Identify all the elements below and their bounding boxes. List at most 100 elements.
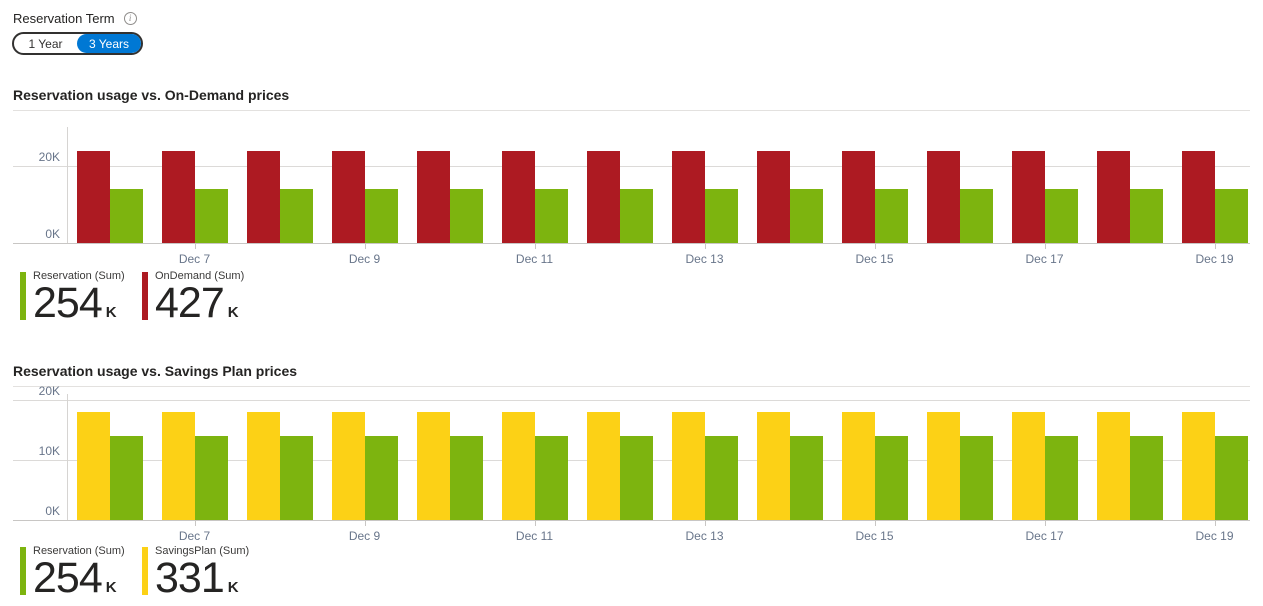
savingsplan-bar[interactable] <box>161 412 195 520</box>
ondemand-bar[interactable] <box>331 151 365 243</box>
x-axis-label: Dec 15 <box>855 529 894 543</box>
reservation-bar[interactable] <box>874 436 908 520</box>
legend-label: SavingsPlan (Sum) <box>155 545 250 557</box>
x-axis-tick <box>1044 243 1046 249</box>
reservation-term-label: Reservation Term i <box>13 11 137 26</box>
savingsplan-bar[interactable] <box>76 412 110 520</box>
reservation-bar[interactable] <box>279 189 313 243</box>
x-axis-label: Dec 9 <box>348 252 381 266</box>
savingsplan-bar[interactable] <box>756 412 790 520</box>
reservation-bar[interactable] <box>109 436 143 520</box>
reservation-bar[interactable] <box>194 436 228 520</box>
divider <box>13 110 1250 111</box>
savingsplan-bar[interactable] <box>1096 412 1130 520</box>
legend-number: 427 <box>155 279 225 327</box>
reservation-bar[interactable] <box>194 189 228 243</box>
reservation-bar[interactable] <box>619 189 653 243</box>
legend-item-savingsplan: SavingsPlan (Sum) 331 K <box>142 545 264 602</box>
savingsplan-bar[interactable] <box>1181 412 1215 520</box>
reservation-bar[interactable] <box>109 189 143 243</box>
reservation-bar[interactable] <box>364 189 398 243</box>
legend-number: 254 <box>33 554 103 602</box>
ondemand-bar[interactable] <box>841 151 875 243</box>
legend-item-reservation: Reservation (Sum) 254 K <box>20 270 142 325</box>
toggle-option-3-years[interactable]: 3 Years <box>77 34 141 53</box>
savingsplan-chart-title: Reservation usage vs. Savings Plan price… <box>13 363 298 379</box>
legend-item-ondemand: OnDemand (Sum) 427 K <box>142 270 264 327</box>
reservation-bar[interactable] <box>1214 189 1248 243</box>
info-icon[interactable]: i <box>123 12 137 25</box>
y-axis-label: 0K <box>45 504 60 518</box>
x-axis-tick <box>1044 520 1046 526</box>
x-axis-tick <box>874 520 876 526</box>
savingsplan-vs-reservation-chart: 20K 10K 0K Dec 7 Dec 9 Dec 11 Dec 13 Dec 15 Dec … <box>13 384 1250 544</box>
x-axis-tick <box>704 520 706 526</box>
savingsplan-bar[interactable] <box>926 412 960 520</box>
reservation-term-toggle[interactable]: 1 Year 3 Years <box>12 32 143 55</box>
y-axis-label: 0K <box>45 227 60 241</box>
legend-value: 254 K <box>33 282 125 325</box>
reservation-bar[interactable] <box>449 436 483 520</box>
reservation-bar[interactable] <box>364 436 398 520</box>
reservation-bar[interactable] <box>534 189 568 243</box>
ondemand-bar[interactable] <box>76 151 110 243</box>
x-axis-label: Dec 11 <box>515 252 554 266</box>
reservation-bar[interactable] <box>1044 436 1078 520</box>
reservation-bar[interactable] <box>619 436 653 520</box>
x-axis-label: Dec 13 <box>685 529 724 543</box>
reservation-bar[interactable] <box>959 436 993 520</box>
savingsplan-bar[interactable] <box>841 412 875 520</box>
reservation-bar[interactable] <box>449 189 483 243</box>
ondemand-bar[interactable] <box>246 151 280 243</box>
y-axis-line <box>67 127 68 243</box>
x-axis-tick <box>704 243 706 249</box>
ondemand-bar[interactable] <box>756 151 790 243</box>
x-axis-label: Dec 7 <box>178 252 211 266</box>
ondemand-bar[interactable] <box>1181 151 1215 243</box>
legend-unit: K <box>105 304 117 321</box>
reservation-bar[interactable] <box>789 189 823 243</box>
ondemand-bar[interactable] <box>586 151 620 243</box>
x-axis-label: Dec 7 <box>178 529 211 543</box>
legend-label: Reservation (Sum) <box>33 270 125 282</box>
reservation-bar[interactable] <box>1044 189 1078 243</box>
ondemand-bar[interactable] <box>1011 151 1045 243</box>
ondemand-chart-title: Reservation usage vs. On-Demand prices <box>13 87 290 103</box>
savingsplan-bar[interactable] <box>331 412 365 520</box>
x-axis-label: Dec 19 <box>1195 252 1234 266</box>
legend-number: 331 <box>155 554 225 602</box>
savingsplan-bar[interactable] <box>671 412 705 520</box>
x-axis-tick <box>1214 243 1216 249</box>
legend-label: Reservation (Sum) <box>33 545 125 557</box>
savingsplan-bar[interactable] <box>1011 412 1045 520</box>
x-axis-tick <box>364 243 366 249</box>
reservation-bar[interactable] <box>704 189 738 243</box>
toggle-option-1-year[interactable]: 1 Year <box>28 36 63 51</box>
reservation-bar[interactable] <box>534 436 568 520</box>
ondemand-bar[interactable] <box>161 151 195 243</box>
ondemand-bar[interactable] <box>416 151 450 243</box>
reservation-bar[interactable] <box>789 436 823 520</box>
ondemand-bar[interactable] <box>671 151 705 243</box>
reservation-bar[interactable] <box>1129 189 1163 243</box>
legend-unit: K <box>227 579 239 596</box>
legend-color-bar <box>20 547 26 595</box>
reservation-bar[interactable] <box>704 436 738 520</box>
savingsplan-bar[interactable] <box>246 412 280 520</box>
x-axis-tick <box>194 520 196 526</box>
savingsplan-bar[interactable] <box>501 412 535 520</box>
reservation-bar[interactable] <box>874 189 908 243</box>
x-axis-label: Dec 17 <box>1025 252 1064 266</box>
reservation-bar[interactable] <box>1214 436 1248 520</box>
ondemand-bar[interactable] <box>1096 151 1130 243</box>
savingsplan-bar[interactable] <box>586 412 620 520</box>
ondemand-vs-reservation-chart: 20K 0K Dec 7 Dec 9 Dec 11 Dec 13 Dec 15 Dec 17 D… <box>13 114 1250 266</box>
ondemand-bar[interactable] <box>926 151 960 243</box>
y-axis-label: 10K <box>38 444 60 458</box>
savingsplan-bar[interactable] <box>416 412 450 520</box>
ondemand-bar[interactable] <box>501 151 535 243</box>
reservation-bar[interactable] <box>279 436 313 520</box>
reservation-bar[interactable] <box>1129 436 1163 520</box>
reservation-bar[interactable] <box>959 189 993 243</box>
